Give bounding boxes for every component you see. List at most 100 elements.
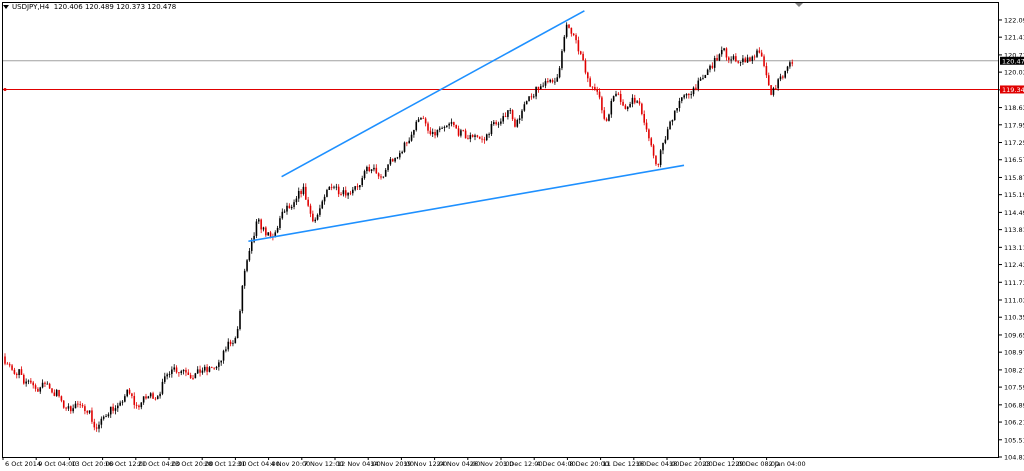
scroll-marker-icon[interactable]	[795, 3, 803, 7]
candle	[342, 187, 345, 197]
candle	[641, 102, 643, 116]
y-tick-label: 104.830	[1004, 454, 1024, 462]
y-tick-label: 114.490	[1004, 209, 1024, 217]
y-tick-label: 106.210	[1004, 419, 1024, 427]
candle	[605, 117, 608, 122]
candle	[589, 76, 591, 88]
candle	[194, 372, 197, 379]
candle	[91, 407, 93, 424]
level-line-anchor[interactable]	[3, 87, 7, 91]
candle	[391, 158, 394, 162]
candle	[579, 50, 582, 56]
candle	[121, 399, 124, 406]
candle	[356, 183, 359, 191]
candle	[626, 106, 629, 112]
candle	[723, 47, 725, 52]
candle	[749, 56, 751, 62]
candle	[659, 149, 662, 168]
candle	[302, 183, 305, 196]
candle	[380, 174, 382, 180]
candle	[201, 367, 204, 375]
candle	[429, 127, 432, 136]
candle	[523, 101, 526, 112]
candle	[58, 389, 60, 398]
candle	[413, 129, 415, 138]
candle	[208, 366, 211, 373]
candle	[225, 346, 227, 353]
candle	[399, 150, 401, 160]
collapse-triangle-icon[interactable]	[3, 5, 9, 9]
candle	[187, 369, 190, 376]
x-tick-label: 19 Nov 12:00	[403, 460, 447, 468]
x-tick-label: 16 Oct 12:00	[105, 460, 147, 468]
candle	[13, 367, 16, 375]
candle	[46, 381, 49, 385]
candle	[584, 58, 587, 75]
candle	[692, 86, 695, 97]
candle	[610, 98, 613, 118]
candle	[497, 121, 500, 128]
x-tick-label: 24 Nov 04:00	[437, 460, 481, 468]
trendlines[interactable]	[248, 10, 685, 243]
candle	[488, 132, 490, 138]
candle	[631, 94, 634, 108]
x-tick-label: 29 Dec 08:00	[735, 460, 779, 468]
x-tick-label: 18 Dec 20:00	[669, 460, 713, 468]
candle	[535, 86, 537, 100]
candle	[377, 172, 380, 180]
candle	[669, 120, 671, 130]
candle	[549, 78, 551, 84]
candle	[594, 83, 596, 91]
x-tick-label: 6 Oct 2014	[5, 460, 41, 468]
candle	[265, 226, 267, 237]
y-tick-label: 105.510	[1004, 436, 1024, 444]
candle	[443, 125, 446, 132]
candle	[305, 183, 307, 200]
candle	[182, 369, 185, 375]
x-tick-label: 11 Dec 12:00	[603, 460, 647, 468]
candle	[462, 129, 465, 132]
candle	[697, 77, 700, 92]
candle	[283, 209, 286, 214]
candle	[441, 126, 443, 130]
candle	[784, 70, 786, 79]
x-tick-label: 14 Nov 20:00	[370, 460, 414, 468]
y-tick-label: 108.270	[1004, 366, 1024, 374]
candle	[655, 155, 657, 166]
candle	[100, 416, 103, 429]
x-tick-label: 2 Jan 04:00	[769, 460, 806, 468]
candle	[457, 125, 460, 137]
candle	[128, 387, 131, 395]
candle	[615, 90, 617, 97]
candle	[39, 386, 42, 394]
level-price-label-box	[1000, 85, 1024, 94]
candle	[662, 142, 664, 155]
candle	[417, 117, 420, 123]
candle	[410, 131, 413, 142]
candle	[565, 22, 568, 39]
trendline[interactable]	[281, 10, 585, 178]
candle	[568, 24, 570, 29]
candle	[415, 120, 418, 132]
candle	[159, 391, 161, 399]
candle	[685, 93, 688, 99]
candle	[373, 164, 375, 172]
candle	[403, 141, 406, 153]
candle	[279, 215, 281, 230]
candle	[11, 364, 13, 371]
candle	[363, 169, 366, 180]
candle	[702, 74, 704, 80]
candle	[753, 54, 756, 61]
candle	[41, 379, 44, 389]
candle	[152, 391, 154, 400]
y-tick-label: 115.870	[1004, 174, 1024, 182]
candle	[652, 143, 655, 159]
candle	[48, 382, 51, 389]
candle	[25, 378, 27, 387]
x-tick-label: 28 Oct 12:00	[204, 460, 246, 468]
candle	[636, 99, 638, 104]
candle	[239, 309, 241, 331]
candle	[156, 394, 159, 400]
trendline[interactable]	[248, 164, 685, 243]
